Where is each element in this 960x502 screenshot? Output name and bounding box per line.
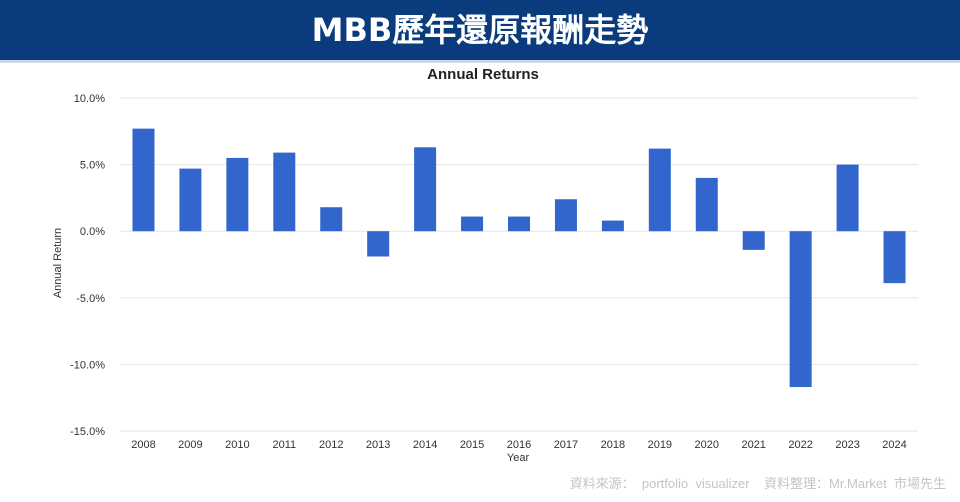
bar-2021 <box>742 231 765 250</box>
y-tick-label: -15.0% <box>70 426 105 438</box>
x-tick-label: 2008 <box>131 439 155 451</box>
x-tick-label: 2009 <box>178 439 202 451</box>
y-tick-label: -10.0% <box>70 359 105 371</box>
y-tick-label: -5.0% <box>76 293 105 305</box>
y-tick-label: 0.0% <box>80 226 105 238</box>
x-tick-labels: 2008 2009 2010 2011 2012 2013 2014 2015 2016 2017… <box>131 439 907 451</box>
bar-2014 <box>414 147 437 232</box>
annual-returns-chart: Annual Returns -15.0% -10.0% -5.0% 0.0% 5.0%… <box>52 66 918 464</box>
bar-2015 <box>461 216 484 232</box>
x-tick-label: 2012 <box>319 439 343 451</box>
y-tick-label: 5.0% <box>80 160 105 172</box>
bar-2012 <box>320 207 343 232</box>
x-axis-label: Year <box>507 452 530 464</box>
y-axis-label: Annual Return <box>52 228 64 298</box>
x-tick-label: 2013 <box>366 439 390 451</box>
bar-2017 <box>554 199 577 232</box>
bar-2023 <box>836 164 859 232</box>
x-tick-label: 2019 <box>648 439 672 451</box>
bar-2022 <box>789 231 812 388</box>
bar-2009 <box>179 168 202 232</box>
bar-2019 <box>648 148 671 232</box>
x-tick-label: 2011 <box>272 439 296 451</box>
source-note: 資料來源： portfolio visualizer 資料整理：Mr.Marke… <box>569 476 946 491</box>
x-tick-label: 2010 <box>225 439 249 451</box>
x-tick-label: 2022 <box>788 439 812 451</box>
chart-title: Annual Returns <box>427 66 539 83</box>
bar-2008 <box>132 128 155 232</box>
x-tick-label: 2024 <box>882 439 906 451</box>
x-tick-label: 2023 <box>835 439 859 451</box>
bar-2016 <box>508 216 530 232</box>
bar-2020 <box>695 177 718 232</box>
bars <box>132 128 906 388</box>
bar-2024 <box>883 231 906 284</box>
title-banner: MBB歷年還原報酬走勢 <box>0 0 960 63</box>
banner-title: MBB歷年還原報酬走勢 <box>311 11 649 49</box>
gridlines <box>120 97 918 432</box>
x-tick-label: 2017 <box>554 439 578 451</box>
x-tick-label: 2018 <box>601 439 625 451</box>
y-tick-labels: -15.0% -10.0% -5.0% 0.0% 5.0% 10.0% <box>70 93 105 438</box>
x-tick-label: 2016 <box>507 439 531 451</box>
x-tick-label: 2020 <box>695 439 719 451</box>
bar-2018 <box>601 220 624 232</box>
x-tick-label: 2015 <box>460 439 484 451</box>
bar-2013 <box>367 231 390 257</box>
bar-2010 <box>226 157 249 232</box>
x-tick-label: 2021 <box>741 439 765 451</box>
bar-2011 <box>273 152 296 232</box>
x-tick-label: 2014 <box>413 439 437 451</box>
y-tick-label: 10.0% <box>74 93 105 105</box>
